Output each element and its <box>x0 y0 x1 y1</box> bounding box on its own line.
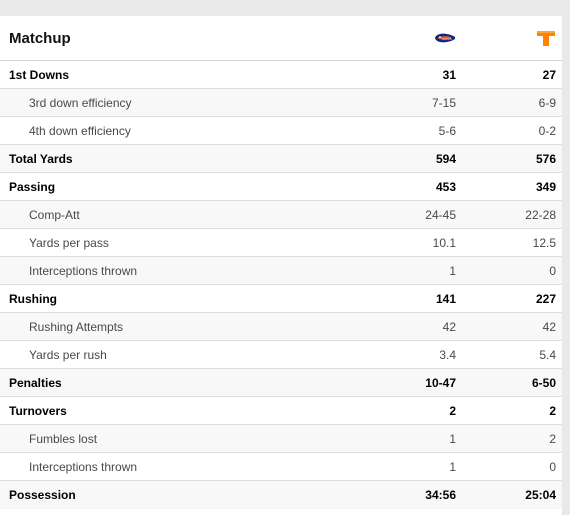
team-a-stat-value: 594 <box>435 151 456 166</box>
team-a-stat-value: 42 <box>442 319 456 334</box>
team-a-stat-value: 10-47 <box>425 375 456 390</box>
stat-label: 3rd down efficiency <box>29 95 132 110</box>
stat-row: Yards per rush 3.4 5.4 <box>0 341 562 369</box>
team-b-stat-value: 42 <box>542 319 556 334</box>
stat-label: Rushing <box>9 291 57 306</box>
team-a-stat-value: 1 <box>449 459 456 474</box>
stat-label: Comp-Att <box>29 207 80 222</box>
matchup-header-row: Matchup <box>0 16 562 61</box>
stat-row: Turnovers 2 2 <box>0 397 562 425</box>
stat-row: 1st Downs 31 27 <box>0 61 562 89</box>
stat-label: Yards per rush <box>29 347 107 362</box>
stat-label: Fumbles lost <box>29 431 98 446</box>
stat-label: Interceptions thrown <box>29 459 138 474</box>
stat-label: Rushing Attempts <box>29 319 124 334</box>
stat-label: Interceptions thrown <box>29 263 138 278</box>
stat-row: Interceptions thrown 1 0 <box>0 257 562 285</box>
stat-row: Yards per pass 10.1 12.5 <box>0 229 562 257</box>
stat-row: Rushing 141 227 <box>0 285 562 313</box>
team-b-logo-cell <box>456 28 562 48</box>
team-a-stat-value: 3.4 <box>439 347 456 362</box>
stat-label: Yards per pass <box>29 235 109 250</box>
stat-row: Rushing Attempts 42 42 <box>0 313 562 341</box>
stat-row: Passing 453 349 <box>0 173 562 201</box>
team-b-stat-value: 0 <box>549 263 556 278</box>
florida-gator-logo-icon <box>435 33 455 43</box>
stat-row: Fumbles lost 1 2 <box>0 425 562 453</box>
stat-row: Interceptions thrown 1 0 <box>0 453 562 481</box>
stat-label: Possession <box>9 488 76 502</box>
stat-label: 4th down efficiency <box>29 123 131 138</box>
stat-row: 3rd down efficiency 7-15 6-9 <box>0 89 562 117</box>
team-a-stat-value: 1 <box>449 431 456 446</box>
stat-label: Passing <box>9 179 56 194</box>
team-b-stat-value: 22-28 <box>525 207 556 222</box>
stat-label: Total Yards <box>9 151 73 166</box>
team-b-stat-value: 0 <box>549 459 556 474</box>
tennessee-power-t-logo-icon <box>537 31 555 46</box>
stat-label: 1st Downs <box>9 67 70 82</box>
team-b-stat-value: 2 <box>549 431 556 446</box>
stat-row: Comp-Att 24-45 22-28 <box>0 201 562 229</box>
stat-row: 4th down efficiency 5-6 0-2 <box>0 117 562 145</box>
team-a-stat-value: 2 <box>449 403 456 418</box>
matchup-card: Matchup 1st Downs 31 27 3rd down efficiency… <box>0 16 562 515</box>
team-a-stat-value: 5-6 <box>438 123 456 138</box>
team-b-stat-value: 227 <box>535 291 556 306</box>
team-a-stat-value: 141 <box>435 291 456 306</box>
stat-row: Penalties 10-47 6-50 <box>0 369 562 397</box>
team-b-stat-value: 5.4 <box>539 347 556 362</box>
team-b-stat-value: 27 <box>542 67 556 82</box>
team-a-stat-value: 453 <box>435 179 456 194</box>
team-b-stat-value: 2 <box>549 403 556 418</box>
team-b-stat-value: 6-50 <box>531 375 556 390</box>
matchup-title: Matchup <box>9 29 71 47</box>
stat-row: Total Yards 594 576 <box>0 145 562 173</box>
team-a-logo-cell <box>356 31 456 45</box>
team-a-stat-value: 34:56 <box>425 488 456 502</box>
team-a-stat-value: 24-45 <box>425 207 456 222</box>
team-b-stat-value: 12.5 <box>532 235 556 250</box>
stat-row: Possession 34:56 25:04 <box>0 481 562 509</box>
team-b-stat-value: 349 <box>535 179 556 194</box>
stats-rows: 1st Downs 31 27 3rd down efficiency 7-15 6-9 4… <box>0 61 562 509</box>
team-a-stat-value: 7-15 <box>431 95 456 110</box>
team-b-stat-value: 6-9 <box>538 95 556 110</box>
team-b-stat-value: 0-2 <box>538 123 556 138</box>
stat-label: Turnovers <box>9 403 67 418</box>
team-a-stat-value: 1 <box>449 263 456 278</box>
stat-label: Penalties <box>9 375 62 390</box>
team-b-stat-value: 576 <box>535 151 556 166</box>
team-a-stat-value: 10.1 <box>432 235 456 250</box>
team-a-stat-value: 31 <box>442 67 456 82</box>
team-b-stat-value: 25:04 <box>525 488 556 502</box>
